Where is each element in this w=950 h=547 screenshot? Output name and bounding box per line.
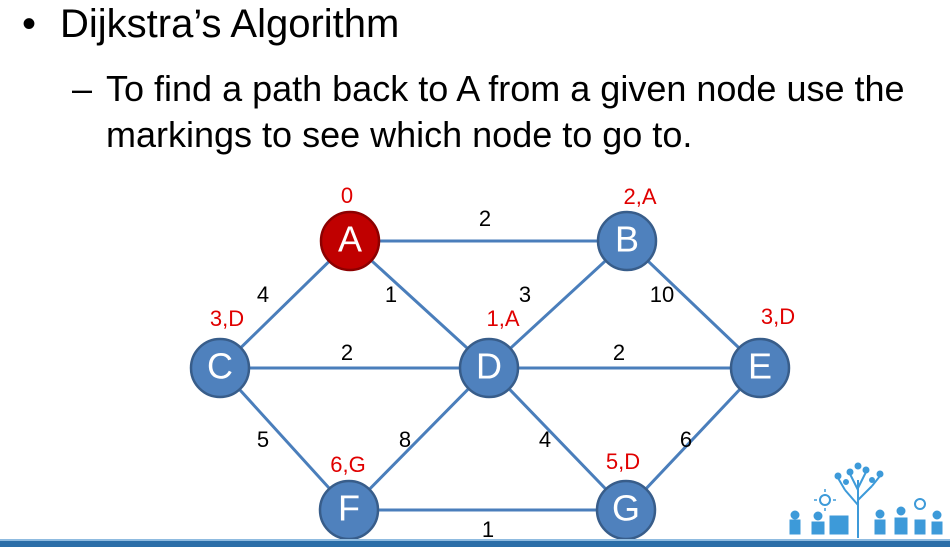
title-text: Dijkstra’s Algorithm (60, 2, 400, 46)
logo-icon (789, 462, 943, 538)
edge-weight-a-c: 4 (257, 282, 269, 307)
node-marking-e: 3,D (761, 304, 795, 329)
edge-weight-d-g: 4 (539, 427, 551, 452)
edge-weight-c-d: 2 (341, 340, 353, 365)
node-marking-d: 1,A (486, 306, 519, 331)
edge-a-d (348, 239, 491, 370)
edge-d-g (487, 366, 628, 512)
node-a (319, 210, 381, 272)
edge-c-f (218, 366, 351, 512)
edge-weight-c-f: 5 (257, 427, 269, 452)
nodes-layer: A B C D E F G (189, 210, 791, 541)
edge-e-g (624, 366, 762, 512)
edge-d-f (347, 366, 491, 512)
edge-weight-a-b: 2 (479, 206, 491, 231)
node-b (596, 210, 658, 272)
node-marking-b: 2,A (623, 184, 656, 209)
dash-icon: – (72, 68, 93, 109)
edge-b-d (487, 239, 629, 370)
sub-bullet-text: To find a path back to A from a given no… (106, 66, 946, 158)
node-label-g: G (612, 488, 640, 529)
node-label-e: E (748, 346, 772, 387)
edge-weight-d-f: 8 (399, 427, 411, 452)
footer-bar (0, 541, 950, 547)
node-marking-g: 5,D (606, 449, 640, 474)
sub-bullet-line-2: markings to see which node to go to. (106, 114, 693, 155)
edges-layer (218, 239, 762, 512)
node-label-c: C (207, 346, 233, 387)
node-label-d: D (476, 346, 502, 387)
edge-weight-d-e: 2 (613, 340, 625, 365)
node-c (189, 337, 251, 399)
slide-title: • Dijkstra’s Algorithm (22, 2, 399, 47)
edge-b-e (625, 239, 762, 370)
node-marking-a: 0 (341, 183, 353, 208)
weights-layer: 2 4 1 3 10 2 2 5 8 4 6 1 (257, 206, 692, 542)
edge-weight-f-g: 1 (482, 517, 494, 542)
node-d (458, 337, 520, 399)
node-label-a: A (338, 219, 362, 260)
node-label-b: B (615, 219, 639, 260)
edge-weight-e-g: 6 (680, 427, 692, 452)
node-marking-c: 3,D (210, 306, 244, 331)
footer-line-light (0, 539, 950, 541)
edge-weight-a-d: 1 (385, 282, 397, 307)
node-label-f: F (338, 488, 360, 529)
edge-weight-b-d: 3 (519, 282, 531, 307)
sub-bullet-line-1: To find a path back to A from a given no… (106, 68, 905, 109)
node-marking-f: 6,G (330, 452, 365, 477)
bullet-icon: • (22, 2, 37, 46)
node-e (729, 337, 791, 399)
edge-weight-b-e: 10 (650, 282, 674, 307)
edge-a-c (218, 239, 352, 370)
markings-layer: 0 2,A 3,D 1,A 3,D 6,G 5,D (210, 183, 795, 477)
